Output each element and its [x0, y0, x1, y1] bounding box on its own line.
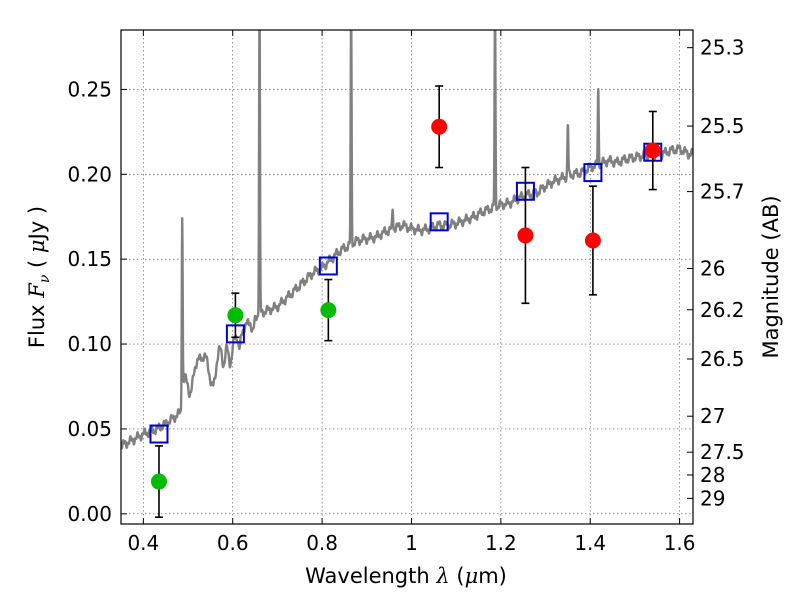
y2-tick-label: 26: [700, 257, 725, 281]
y2-tick-label: 26.2: [700, 298, 745, 322]
y2-tick-label: 25.3: [700, 36, 745, 60]
y-axis-title: Flux Fν ( μJy ): [25, 206, 53, 348]
x-tick-label: 1.6: [664, 531, 696, 555]
model-square-marker: [583, 163, 603, 183]
observed-optical-marker: [227, 307, 244, 324]
y2-axis-title: Magnitude (AB): [759, 195, 783, 358]
y-tick-label: 0.10: [67, 332, 112, 356]
y-tick-label: 0.20: [67, 162, 112, 186]
model-square-marker: [318, 256, 338, 276]
plot-frame: [120, 29, 694, 525]
model-square-marker: [429, 212, 449, 232]
y2-tick-label: 25.7: [700, 180, 745, 204]
observed-nir-marker: [431, 118, 448, 135]
x-tick-label: 1.2: [485, 531, 517, 555]
y-tick-label: 0.05: [67, 417, 112, 441]
observed-nir-marker: [517, 227, 534, 244]
x-tick-label: 0.4: [127, 531, 159, 555]
x-tick-label: 0.8: [306, 531, 338, 555]
x-tick-label: 1: [405, 531, 418, 555]
data-layer: [121, 30, 693, 519]
spectrum-line: [121, 30, 693, 450]
observed-optical-marker: [320, 302, 337, 319]
observed-nir-marker: [644, 142, 661, 159]
y2-tick-label: 25.5: [700, 114, 745, 138]
y2-tick-label: 27: [700, 404, 725, 428]
y2-tick-label: 28: [700, 463, 725, 487]
model-square-marker: [149, 424, 169, 444]
x-tick-label: 1.4: [574, 531, 606, 555]
y2-tick-label: 29: [700, 486, 725, 510]
y-tick-label: 0.25: [67, 77, 112, 101]
observed-optical-marker: [150, 473, 167, 490]
y2-tick-label: 26.5: [700, 347, 745, 371]
y-tick-label: 0.15: [67, 247, 112, 271]
y-tick-label: 0.00: [67, 502, 112, 526]
x-tick-label: 0.6: [217, 531, 249, 555]
y2-tick-label: 27.5: [700, 440, 745, 464]
axis-ticks: 0.4 0.6 0.8 1 1.2 1.4 1.6 0.00 0.05 0.10 0.15 0.20 0…: [67, 30, 745, 555]
observed-nir-marker: [584, 232, 601, 249]
x-axis-title: Wavelength λ (μm): [305, 564, 507, 588]
